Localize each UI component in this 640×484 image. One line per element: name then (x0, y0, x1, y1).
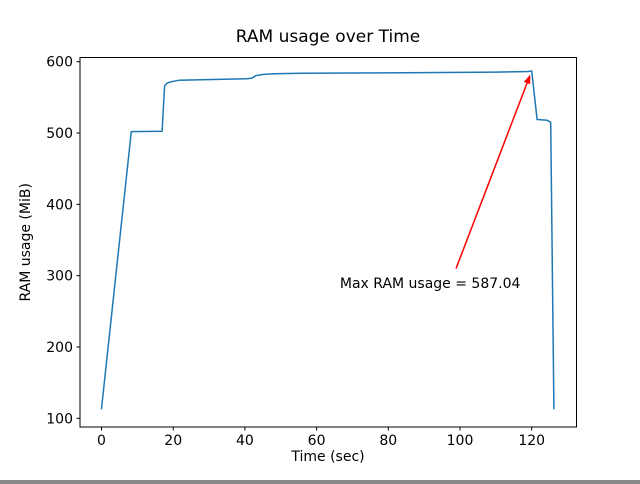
x-axis-label: Time (sec) (290, 449, 364, 465)
y-axis-label: RAM usage (MiB) (18, 183, 34, 301)
annotation-text: Max RAM usage = 587.04 (340, 276, 521, 292)
x-tick-label: 40 (236, 433, 254, 449)
x-tick-label: 80 (379, 433, 397, 449)
y-tick-label: 600 (46, 55, 73, 71)
plot-area-border (79, 57, 577, 428)
x-tick-label: 100 (447, 433, 474, 449)
x-tick-label: 0 (97, 433, 106, 449)
y-axis-ticks: 100 200 300 400 500 600 (46, 55, 80, 427)
annotation-arrow (455, 82, 528, 269)
chart-title: RAM usage over Time (236, 27, 420, 47)
x-tick-label: 120 (518, 433, 545, 449)
y-tick-label: 200 (46, 340, 73, 356)
y-tick-label: 500 (46, 126, 73, 142)
y-tick-label: 300 (46, 269, 73, 285)
x-axis-ticks: 0 20 40 60 80 100 120 (97, 427, 545, 449)
x-tick-label: 20 (164, 433, 182, 449)
annotation-arrowhead-icon (523, 74, 531, 85)
x-tick-label: 60 (308, 433, 326, 449)
y-tick-label: 100 (46, 411, 73, 427)
y-tick-label: 400 (46, 197, 73, 213)
annotation-group: Max RAM usage = 587.04 (340, 74, 531, 292)
series-line-ram-usage (100, 70, 555, 410)
